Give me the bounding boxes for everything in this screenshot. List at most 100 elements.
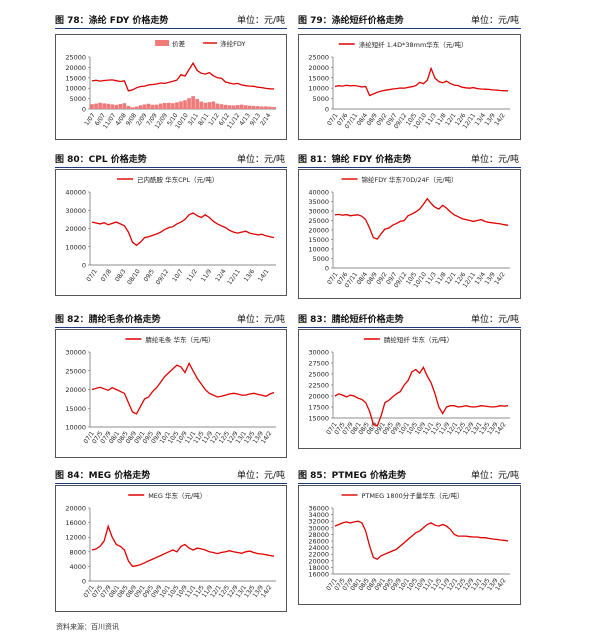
bar	[231, 105, 236, 109]
y-tick-label: 5000	[312, 95, 329, 103]
y-tick-label: 22500	[308, 382, 329, 390]
y-tick-label: 20000	[308, 227, 329, 235]
y-tick-label: 15000	[308, 415, 329, 423]
chart-frame: 0 5000 10000 15000 20000 25000 1/07 6/07 11/07 4/…	[55, 34, 287, 140]
legend-label: 己内酰胺 华东CPL（元/吨）	[137, 175, 218, 184]
bar	[183, 100, 187, 109]
y-tick-label: 16000	[308, 571, 329, 579]
bar	[260, 106, 264, 109]
bar	[223, 104, 228, 109]
chart-panel-84: 图 84：MEG 价格走势 单位：元/吨 0 4000 8000 12000 16000…	[55, 465, 287, 612]
y-tick-label: 27500	[308, 360, 329, 368]
legend-label: 价差	[172, 39, 186, 48]
chart-svg: 100001500020000250003000007/107/507/908/…	[65, 335, 276, 445]
y-tick-label: 32000	[308, 518, 329, 526]
chart-header: 图 85：PTMEG 价格走势 单位：元/吨	[298, 465, 521, 484]
chart-title: 图 79：涤纶短纤价格走势	[298, 16, 404, 26]
series-line	[334, 520, 509, 560]
chart-panel-81: 图 81：锦纶 FDY 价格走势 单位：元/吨 0 5000 10000 15000 2…	[298, 149, 521, 299]
bar	[247, 105, 252, 109]
bar	[272, 106, 276, 109]
y-tick-label: 12000	[65, 534, 86, 542]
chart-panel-80: 图 80：CPL 价格走势 单位：元/吨 0 10000 20000 30000 400…	[55, 149, 287, 296]
bar	[110, 104, 115, 109]
y-tick-label: 30000	[65, 207, 86, 215]
bar	[175, 102, 179, 109]
chart-frame: 16000 18000 20000 22000 24000 26000 28000 30000…	[298, 485, 521, 605]
x-tick-label: 10/7	[171, 268, 185, 283]
series-line	[334, 197, 509, 240]
x-tick-label: 08/10	[126, 268, 142, 286]
bar	[150, 104, 155, 109]
y-tick-label: 25000	[308, 371, 329, 379]
bar	[211, 101, 216, 109]
x-tick-label: 12/11	[226, 268, 242, 286]
y-tick-label: 0	[82, 262, 86, 270]
y-tick-label: 10000	[65, 424, 86, 432]
series-line	[91, 524, 275, 568]
x-tick-label: 13/6	[243, 268, 257, 283]
bar	[98, 102, 102, 109]
chart-panel-82: 图 82：腈纶毛条价格走势 单位：元/吨 10000 15000 20000 2500…	[55, 309, 287, 458]
y-tick-label: 10000	[65, 243, 86, 251]
y-tick-label: 20000	[308, 557, 329, 565]
y-tick-label: 30000	[308, 349, 329, 357]
y-tick-label: 25000	[308, 217, 329, 225]
y-tick-label: 28000	[308, 531, 329, 539]
x-tick-label: 07/1	[85, 268, 99, 283]
y-tick-label: 15000	[65, 405, 86, 413]
chart-panel-78: 图 78：涤纶 FDY 价格走势 单位：元/吨 0 5000 10000 15000 2…	[55, 10, 287, 140]
bar	[227, 105, 232, 109]
y-tick-label: 10000	[65, 85, 86, 93]
chart-header: 图 78：涤纶 FDY 价格走势 单位：元/吨	[55, 10, 287, 29]
bar	[251, 105, 256, 109]
chart-unit: 单位：元/吨	[236, 16, 285, 26]
series-line	[91, 212, 275, 247]
bar	[106, 103, 111, 109]
chart-unit: 单位：元/吨	[236, 315, 285, 325]
bar	[162, 102, 167, 109]
legend-label: 腈纶短纤 华东（元/吨）	[384, 335, 453, 344]
y-tick-label: 18000	[308, 564, 329, 572]
bar	[142, 104, 147, 109]
chart-panel-79: 图 79：涤纶短纤价格走势 单位：元/吨 0 5000 10000 15000 2000…	[298, 10, 521, 140]
y-tick-label: 20000	[308, 393, 329, 401]
chart-svg: 1600018000200002200024000260002800030000…	[308, 491, 510, 592]
chart-frame: 0 5000 10000 15000 20000 25000 07/1 07/6 07/11 08…	[298, 34, 521, 140]
y-tick-label: 0	[82, 578, 86, 586]
series-line	[334, 66, 509, 97]
bar	[219, 104, 224, 109]
bar	[215, 103, 220, 109]
x-tick-label: 12/4	[214, 268, 228, 283]
chart-unit: 单位：元/吨	[470, 315, 519, 325]
y-tick-label: 25000	[65, 367, 86, 375]
y-tick-label: 0	[325, 106, 329, 114]
chart-panel-83: 图 83：腈纶短纤价格走势 单位：元/吨 15000 17500 20000 2250…	[298, 309, 521, 449]
y-tick-label: 15000	[308, 74, 329, 82]
legend-label: 涤纶短纤 1.4D*38mm华东（元/吨）	[359, 40, 468, 49]
y-tick-label: 36000	[308, 505, 329, 513]
bar	[179, 101, 183, 109]
chart-unit: 单位：元/吨	[236, 155, 285, 165]
chart-unit: 单位：元/吨	[470, 16, 519, 26]
bar	[158, 103, 163, 109]
chart-unit: 单位：元/吨	[470, 155, 519, 165]
y-tick-label: 15000	[65, 74, 86, 82]
y-tick-label: 20000	[65, 386, 86, 394]
bar	[187, 98, 191, 109]
series-line	[334, 366, 509, 427]
x-tick-label: 09/5	[143, 268, 157, 283]
y-tick-label: 30000	[308, 208, 329, 216]
chart-header: 图 83：腈纶短纤价格走势 单位：元/吨	[298, 309, 521, 328]
chart-frame: 0 5000 10000 15000 20000 25000 30000 35000 40000…	[298, 169, 521, 299]
y-tick-label: 24000	[308, 544, 329, 552]
chart-title: 图 78：涤纶 FDY 价格走势	[55, 16, 169, 26]
chart-header: 图 79：涤纶短纤价格走势 单位：元/吨	[298, 10, 521, 29]
chart-title: 图 82：腈纶毛条价格走势	[55, 315, 161, 325]
x-tick-label: 07/8	[100, 268, 114, 283]
x-tick-label: 11/2	[185, 268, 199, 283]
legend-label: PTMEG 1800分子量华东（元/吨）	[362, 491, 464, 500]
y-tick-label: 17500	[308, 404, 329, 412]
y-tick-label: 30000	[308, 524, 329, 532]
bar	[167, 102, 171, 109]
